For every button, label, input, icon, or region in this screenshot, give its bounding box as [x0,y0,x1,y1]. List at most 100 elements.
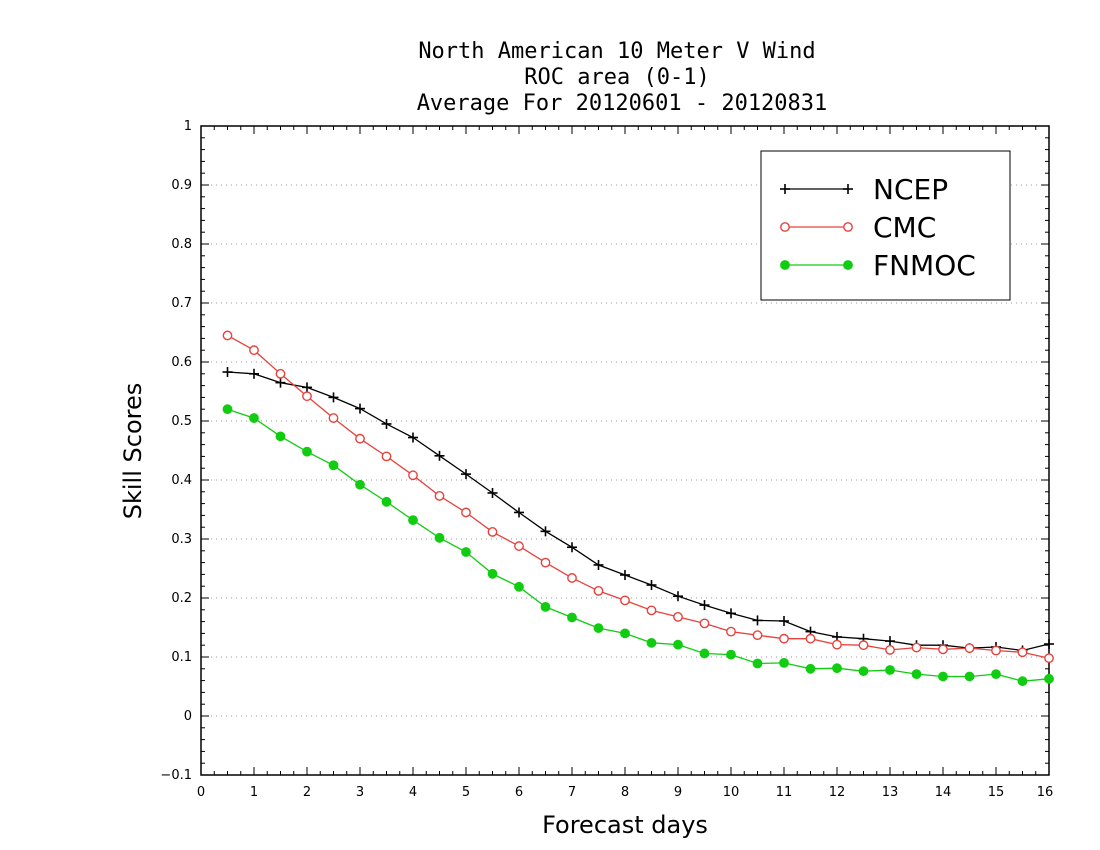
fnmoc-point [832,663,842,674]
fnmoc-point [1017,676,1028,687]
y-tick-label: −0.1 [160,768,192,783]
cmc-point [832,639,842,650]
fnmoc-point [222,404,233,415]
cmc-point [249,345,259,356]
x-tick-label: 1 [250,785,258,800]
fnmoc-series-line [227,408,1050,682]
fnmoc-point [779,658,789,668]
ncep-point [381,418,392,429]
fnmoc-point [408,515,418,526]
fnmoc-point [805,663,816,674]
cmc-point [355,433,365,444]
cmc-point [222,330,233,341]
x-axis-label: Forecast days [542,811,708,839]
fnmoc-point [991,669,1001,680]
x-tick-label: 7 [568,785,576,800]
legend-marker-ncep [843,184,853,194]
fnmoc-point [328,460,339,471]
legend: NCEP CMC FNMOC [760,150,1011,301]
legend-box [760,150,1011,301]
fnmoc-point [514,581,524,592]
fnmoc-point [964,671,975,682]
cmc-point [381,451,392,462]
y-tick-label: 0.6 [171,355,192,370]
legend-marker-fnmoc [780,260,790,270]
ncep-point [328,392,339,403]
ncep-point [302,382,312,393]
x-tick-label: 13 [882,785,899,800]
fnmoc-point [434,532,445,543]
y-axis-ticks: −0.1 0 0.1 0.2 0.3 0.4 0.5 0.6 0.7 0.8 0.9 1 [160,119,1049,783]
fnmoc-point [885,665,895,675]
fnmoc-point [911,669,922,680]
y-tick-label: 0.8 [171,237,192,252]
fnmoc-point [699,648,710,659]
legend-label-fnmoc: FNMOC [873,249,976,282]
legend-marker-cmc [780,222,790,232]
cmc-point [858,640,869,651]
cmc-point [726,626,736,637]
ncep-point [726,608,736,619]
cmc-point [805,633,816,644]
x-tick-label: 5 [462,785,470,800]
cmc-point [408,470,418,481]
ncep-point [699,600,710,611]
ncep-point [540,526,551,537]
fnmoc-point [249,413,259,423]
y-axis-label: Skill Scores [119,383,147,520]
x-tick-label: 3 [356,785,364,800]
y-tick-label: 0.5 [171,414,192,429]
ncep-point [620,569,630,580]
x-tick-label: 10 [723,785,740,800]
cmc-point [567,573,577,583]
y-tick-label: 1 [184,119,192,134]
legend-marker-cmc [843,222,853,232]
fnmoc-point [540,601,551,612]
chart-title-line-2: ROC area (0-1) [524,65,709,90]
series-layer [222,330,1054,687]
x-tick-label: 14 [935,785,952,800]
ncep-point [487,487,498,498]
cmc-point [328,413,339,423]
cmc-point [646,605,657,616]
fnmoc-point [355,479,365,490]
ncep-point [752,615,763,626]
chart-title-line-3: Average For 20120601 - 20120831 [417,91,828,116]
ncep-point [1044,639,1054,650]
fnmoc-point [461,547,471,557]
x-tick-label: 15 [988,785,1005,800]
fnmoc-point [1044,673,1054,684]
ncep-point [355,403,365,414]
cmc-point [699,618,710,629]
fnmoc-point [593,623,604,633]
x-tick-label: 2 [303,785,311,800]
cmc-point [620,595,630,606]
ncep-point [567,542,577,553]
fnmoc-point [275,431,286,442]
cmc-point [938,644,948,655]
cmc-point [302,391,312,402]
x-tick-label: 0 [197,785,205,800]
chart-title: North American 10 Meter V Wind ROC area … [417,39,828,116]
fnmoc-point [938,671,948,682]
fnmoc-point [620,628,630,639]
ncep-point [885,636,895,647]
cmc-point [275,368,286,379]
x-tick-label: 16 [1037,785,1054,800]
ncep-point [275,377,286,388]
legend-marker-ncep [780,184,790,194]
cmc-point [487,527,498,537]
ncep-point [779,616,789,627]
cmc-point [593,586,604,596]
ncep-point [673,591,683,602]
cmc-point [1044,653,1054,664]
x-tick-label: 9 [674,785,682,800]
cmc-point [964,643,975,654]
legend-label-ncep: NCEP [873,173,948,206]
fnmoc-point [673,639,683,650]
y-tick-label: 0.7 [171,296,192,311]
y-tick-label: 0.1 [171,650,192,665]
x-tick-label: 12 [829,785,846,800]
fnmoc-point [567,612,577,623]
